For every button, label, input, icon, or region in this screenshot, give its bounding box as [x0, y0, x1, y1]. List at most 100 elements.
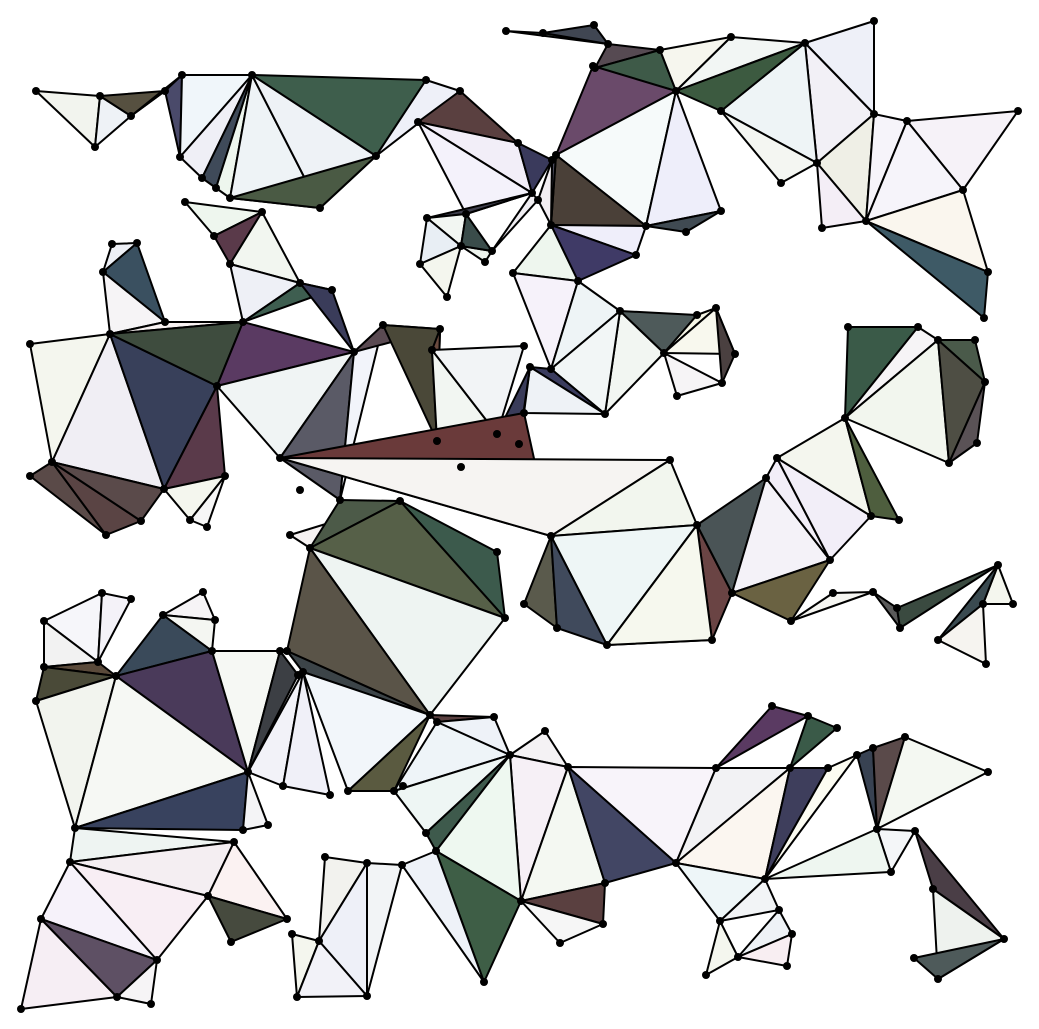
mesh-triangle [789, 715, 838, 769]
mesh-vertex [199, 588, 207, 596]
mesh-vertex [734, 953, 742, 961]
mesh-triangle [366, 862, 403, 997]
mesh-triangle [419, 245, 462, 298]
mesh-vertex [768, 702, 776, 710]
mesh-vertex [40, 663, 48, 671]
mesh-vertex [862, 217, 870, 225]
mesh-vertex [363, 992, 371, 1000]
mesh-vertex [548, 156, 556, 164]
mesh-vertex [433, 718, 441, 726]
mesh-triangle [537, 159, 553, 226]
mesh-triangle [720, 110, 818, 184]
mesh-vertex [775, 906, 783, 914]
mesh-vertex [26, 472, 34, 480]
mesh-vertex [818, 224, 826, 232]
mesh-vertex [660, 349, 668, 357]
mesh-vertex [108, 240, 116, 248]
mesh-triangle [207, 895, 288, 943]
mesh-vertex [984, 268, 992, 276]
mesh-vertex [336, 496, 344, 504]
mesh-vertex [480, 978, 488, 986]
mesh-vertex [283, 915, 291, 923]
mesh-vertex [96, 92, 104, 100]
mesh-triangle [764, 754, 858, 880]
mesh-vertex [826, 556, 834, 564]
mesh-vertex [296, 279, 304, 287]
mesh-vertex [443, 293, 451, 301]
mesh-vertex [788, 930, 796, 938]
mesh-vertex [226, 194, 234, 202]
mesh-vertex [604, 40, 612, 48]
mesh-vertex [556, 939, 564, 947]
mesh-vertex [994, 561, 1002, 569]
mesh-vertex [127, 595, 135, 603]
mesh-triangle [229, 155, 377, 209]
mesh-vertex [288, 930, 296, 938]
mesh-vertex [501, 614, 509, 622]
mesh-triangle [567, 766, 677, 884]
mesh-vertex [910, 954, 918, 962]
mesh-vertex [801, 39, 809, 47]
mesh-vertex [893, 604, 901, 612]
mesh-vertex [517, 897, 525, 905]
mesh-vertex [350, 348, 358, 356]
mesh-vertex [344, 787, 352, 795]
mesh-vertex [682, 228, 690, 236]
mesh-vertex [786, 764, 794, 772]
mesh-vertex [526, 363, 534, 371]
mesh-vertex [316, 204, 324, 212]
mesh-vertex [428, 346, 436, 354]
mesh-vertex [98, 589, 106, 597]
mesh-vertex [672, 87, 680, 95]
mesh-vertex [160, 485, 168, 493]
mesh-vertex [895, 516, 903, 524]
mesh-vertex [436, 325, 444, 333]
mesh-vertex [539, 29, 547, 37]
mesh-vertex [553, 624, 561, 632]
mesh-triangle [865, 220, 989, 319]
mesh-vertex [727, 33, 735, 41]
mesh-vertex [211, 616, 219, 624]
mesh-vertex [911, 827, 919, 835]
mesh-vertex [514, 139, 522, 147]
mesh-vertex [106, 330, 114, 338]
mesh-vertex [867, 512, 875, 520]
mesh-vertex [601, 410, 609, 418]
mesh-vertex [457, 463, 465, 471]
mesh-vertex [153, 956, 161, 964]
mesh-triangle [296, 940, 368, 998]
mesh-vertex [457, 242, 465, 250]
mesh-vertex [833, 724, 841, 732]
mesh-vertex [208, 647, 216, 655]
mesh-vertex [929, 885, 937, 893]
mesh-vertex [490, 713, 498, 721]
mesh-triangle [876, 736, 989, 830]
mesh-vertex [306, 544, 314, 552]
mesh-vertex [422, 829, 430, 837]
mesh-vertex [716, 917, 724, 925]
mesh-vertex [488, 247, 496, 255]
mesh-vertex [71, 824, 79, 832]
mesh-vertex [841, 414, 849, 422]
mesh-vertex [390, 787, 398, 795]
mesh-vertex [244, 768, 252, 776]
mesh-triangle [606, 524, 713, 646]
mesh-triangle [347, 714, 431, 792]
mesh-triangle [69, 861, 209, 961]
mesh-vertex [762, 474, 770, 482]
mesh-vertex [829, 589, 837, 597]
mesh-vertex [777, 179, 785, 187]
mesh-vertex [226, 260, 234, 268]
mesh-vertex [32, 697, 40, 705]
mesh-vertex [603, 641, 611, 649]
mesh-vertex [113, 993, 121, 1001]
mesh-triangle [35, 90, 101, 148]
mesh-vertex [399, 782, 407, 790]
mesh-vertex [178, 71, 186, 79]
mesh-triangle [282, 671, 331, 796]
mesh-triangle [737, 933, 793, 967]
mesh-triangle [189, 475, 226, 528]
mesh-vertex [91, 143, 99, 151]
mesh-vertex [283, 647, 291, 655]
mesh-triangle [913, 938, 1005, 980]
